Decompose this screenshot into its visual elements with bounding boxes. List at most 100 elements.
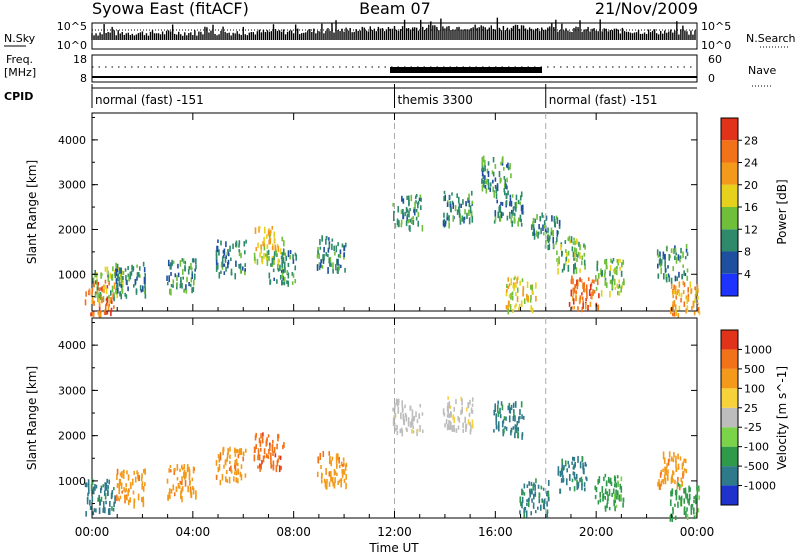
data-cell bbox=[684, 468, 686, 472]
data-cell bbox=[413, 415, 416, 421]
data-cell bbox=[177, 272, 180, 278]
data-cell bbox=[285, 255, 288, 261]
data-cell bbox=[609, 279, 612, 285]
data-cell bbox=[463, 217, 465, 224]
data-cell bbox=[499, 215, 502, 222]
data-cell bbox=[471, 215, 474, 223]
data-cell bbox=[295, 254, 298, 261]
data-cell bbox=[620, 486, 623, 493]
data-cell bbox=[267, 434, 270, 438]
data-cell bbox=[320, 464, 322, 470]
data-cell bbox=[242, 451, 245, 457]
data-cell bbox=[415, 194, 418, 198]
data-cell bbox=[467, 402, 470, 409]
data-cell bbox=[169, 469, 172, 473]
data-cell bbox=[87, 492, 89, 497]
data-cell bbox=[583, 468, 585, 475]
data-cell bbox=[107, 489, 109, 496]
data-cell bbox=[615, 269, 618, 276]
data-cell bbox=[237, 478, 239, 484]
data-cell bbox=[561, 464, 564, 471]
data-cell bbox=[670, 248, 673, 253]
data-cell bbox=[617, 261, 619, 266]
data-cell bbox=[323, 246, 325, 253]
data-cell bbox=[118, 498, 121, 502]
data-cell bbox=[409, 208, 411, 212]
data-cell bbox=[409, 218, 412, 223]
data-cell bbox=[685, 308, 687, 314]
data-cell bbox=[615, 482, 618, 488]
data-cell bbox=[99, 310, 102, 318]
data-cell bbox=[329, 471, 332, 478]
data-cell bbox=[453, 424, 455, 432]
data-cell bbox=[693, 515, 696, 520]
data-cell bbox=[400, 223, 403, 228]
data-cell bbox=[515, 424, 518, 431]
data-cell bbox=[138, 474, 140, 482]
data-cell bbox=[272, 268, 275, 273]
data-cell bbox=[443, 412, 446, 417]
data-cell bbox=[265, 256, 268, 261]
date-label: 21/Nov/2009 bbox=[595, 0, 698, 18]
data-cell bbox=[115, 278, 118, 285]
data-cell bbox=[113, 501, 115, 508]
data-cell bbox=[671, 474, 673, 479]
data-cell bbox=[99, 488, 102, 494]
data-cell bbox=[457, 196, 460, 204]
data-cell bbox=[484, 165, 486, 172]
data-cell bbox=[519, 510, 521, 515]
data-cell bbox=[449, 420, 452, 427]
data-cell bbox=[120, 283, 123, 288]
data-cell bbox=[281, 269, 283, 273]
colorbar-segment bbox=[721, 349, 738, 369]
data-cell bbox=[674, 285, 677, 291]
data-cell bbox=[238, 240, 241, 245]
data-cell bbox=[481, 164, 484, 172]
colorbar-tick-label: 4 bbox=[744, 268, 751, 281]
data-cell bbox=[410, 194, 413, 202]
data-cell bbox=[319, 246, 322, 250]
data-cell bbox=[189, 480, 191, 485]
data-cell bbox=[395, 398, 398, 405]
data-cell bbox=[116, 468, 119, 475]
colorbar-tick-label: 12 bbox=[744, 223, 758, 236]
data-cell bbox=[342, 457, 345, 462]
data-cell bbox=[283, 276, 286, 282]
data-cell bbox=[244, 473, 247, 478]
data-cell bbox=[614, 476, 617, 483]
data-cell bbox=[506, 177, 508, 183]
data-cell bbox=[237, 468, 239, 475]
data-cell bbox=[594, 494, 597, 500]
data-cell bbox=[577, 279, 579, 287]
data-cell bbox=[667, 469, 669, 474]
data-cell bbox=[577, 455, 579, 463]
data-cell bbox=[503, 183, 506, 189]
freq-tick-bottom: 8 bbox=[80, 72, 87, 85]
data-cell bbox=[453, 407, 456, 412]
data-cell bbox=[322, 450, 325, 457]
data-cell bbox=[322, 254, 324, 261]
data-cell bbox=[116, 263, 119, 269]
data-cell bbox=[613, 278, 616, 286]
data-cell bbox=[497, 411, 500, 417]
data-cell bbox=[219, 455, 222, 461]
data-cell bbox=[523, 492, 526, 496]
data-cell bbox=[516, 420, 519, 426]
data-cell bbox=[553, 219, 556, 225]
data-cell bbox=[392, 422, 395, 427]
data-cell bbox=[500, 201, 502, 206]
data-cell bbox=[188, 469, 191, 476]
data-cell bbox=[604, 488, 607, 495]
data-cell bbox=[225, 266, 227, 272]
data-cell bbox=[523, 511, 526, 518]
data-cell bbox=[677, 453, 679, 460]
data-cell bbox=[190, 492, 193, 499]
data-cell bbox=[227, 252, 230, 257]
freq-label-line1: Freq. bbox=[6, 53, 33, 66]
data-cell bbox=[481, 168, 483, 172]
data-cell bbox=[522, 490, 524, 495]
data-cell bbox=[685, 469, 688, 474]
data-cell bbox=[543, 220, 546, 227]
data-cell bbox=[481, 184, 484, 192]
